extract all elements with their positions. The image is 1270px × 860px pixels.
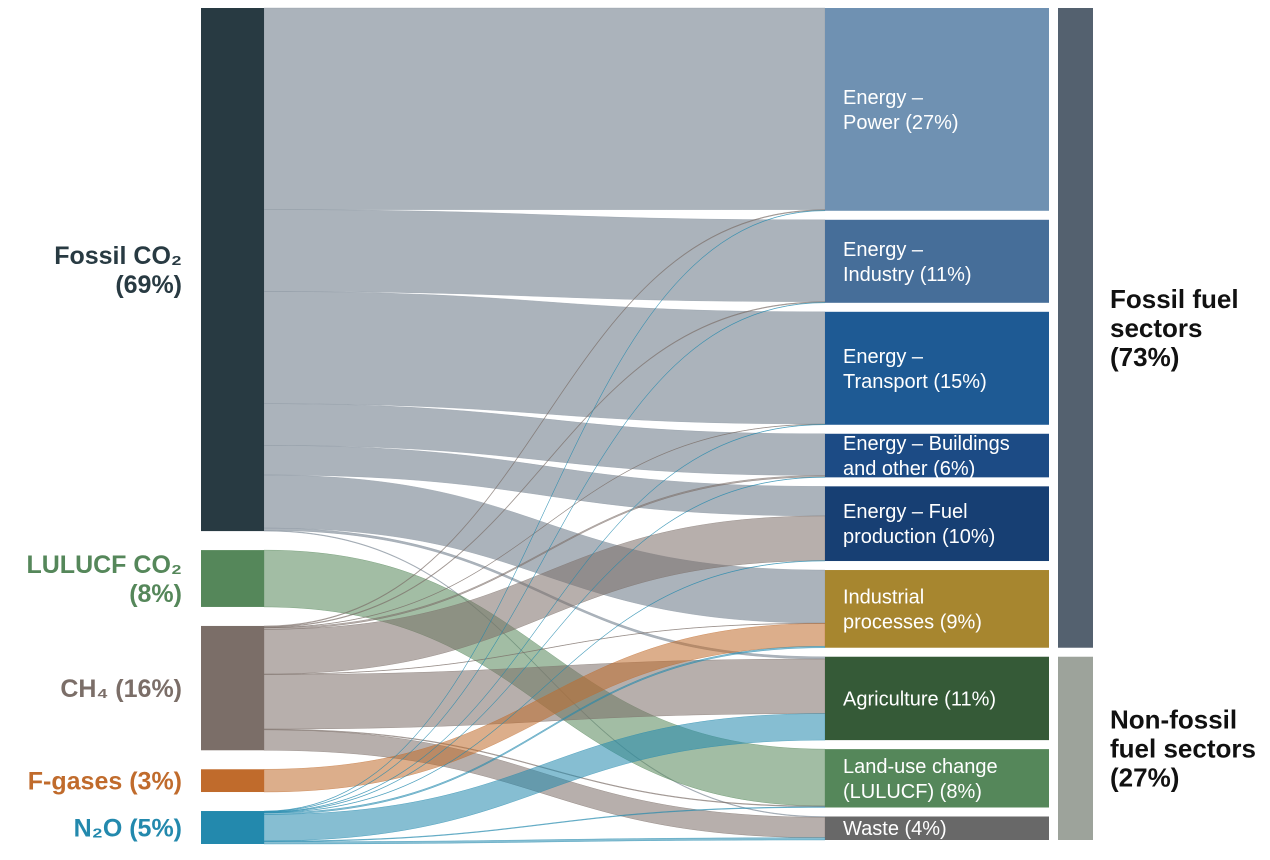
target-node-waste <box>825 816 1049 840</box>
source-label-n2o: N₂O (5%) <box>74 815 182 843</box>
target-node-fuel <box>825 486 1049 562</box>
target-label-waste: Waste (4%) <box>843 818 947 840</box>
target-label-industry: Energy – <box>843 239 924 261</box>
target-label-transport: Energy – <box>843 346 924 368</box>
target-node-buildings <box>825 433 1049 478</box>
target-node-agri <box>825 656 1049 741</box>
target-label-luc: Land-use change <box>843 756 998 778</box>
target-node-luc <box>825 749 1049 808</box>
target-label-buildings: and other (6%) <box>843 458 975 480</box>
group-label-fossil_sectors: (73%) <box>1110 342 1179 372</box>
target-label-luc: (LULUCF) (8%) <box>843 781 982 803</box>
target-node-industry <box>825 219 1049 303</box>
group-label-nonfossil_sectors: fuel sectors <box>1110 733 1256 763</box>
flow-fossil-to-transport <box>263 291 826 425</box>
target-label-power: Power (27%) <box>843 112 959 134</box>
target-label-fuel: production (10%) <box>843 526 995 548</box>
source-node-ch4 <box>201 625 264 751</box>
source-label-fossil: Fossil CO₂ <box>54 242 182 270</box>
group-label-nonfossil_sectors: (27%) <box>1110 762 1179 792</box>
target-label-industry: Industry (11%) <box>843 264 972 286</box>
flow-fossil-to-industry <box>263 209 826 302</box>
nodes-layer <box>201 8 1093 844</box>
source-node-lulucf <box>201 550 264 607</box>
source-node-fossil <box>201 8 264 532</box>
target-label-fuel: Energy – Fuel <box>843 501 968 523</box>
group-label-nonfossil_sectors: Non-fossil <box>1110 704 1237 734</box>
target-label-buildings: Energy – Buildings <box>843 433 1010 455</box>
flow-n2o-to-luc <box>263 806 826 842</box>
target-node-ip <box>825 570 1049 648</box>
group-label-fossil_sectors: Fossil fuel <box>1110 284 1239 314</box>
group-label-fossil_sectors: sectors <box>1110 313 1203 343</box>
source-label-ch4: CH₄ (16%) <box>60 675 182 703</box>
flow-n2o-to-waste <box>263 837 826 845</box>
target-label-agri: Agriculture (11%) <box>843 688 996 710</box>
target-label-power: Energy – <box>843 87 924 109</box>
target-label-transport: Transport (15%) <box>843 371 987 393</box>
source-node-n2o <box>201 811 264 844</box>
target-node-power <box>825 8 1049 211</box>
source-label-lulucf: (8%) <box>129 580 182 608</box>
source-label-lulucf: LULUCF CO₂ <box>26 551 182 579</box>
flows-layer <box>263 7 826 845</box>
labels-layer: Fossil CO₂(69%) LULUCF CO₂(8%) CH₄ (16%) F-… <box>26 87 1255 843</box>
group-bar-fossil_sectors <box>1058 8 1093 648</box>
flow-n2o-to-agri <box>263 713 826 842</box>
source-label-fossil: (69%) <box>115 271 182 299</box>
target-label-ip: Industrial <box>843 586 924 608</box>
target-node-transport <box>825 311 1049 425</box>
target-label-ip: processes (9%) <box>843 611 982 633</box>
flow-fossil-to-power <box>263 7 826 210</box>
source-node-fgas <box>201 769 264 793</box>
group-bar-nonfossil_sectors <box>1058 656 1093 840</box>
source-label-fgas: F-gases (3%) <box>28 768 182 796</box>
